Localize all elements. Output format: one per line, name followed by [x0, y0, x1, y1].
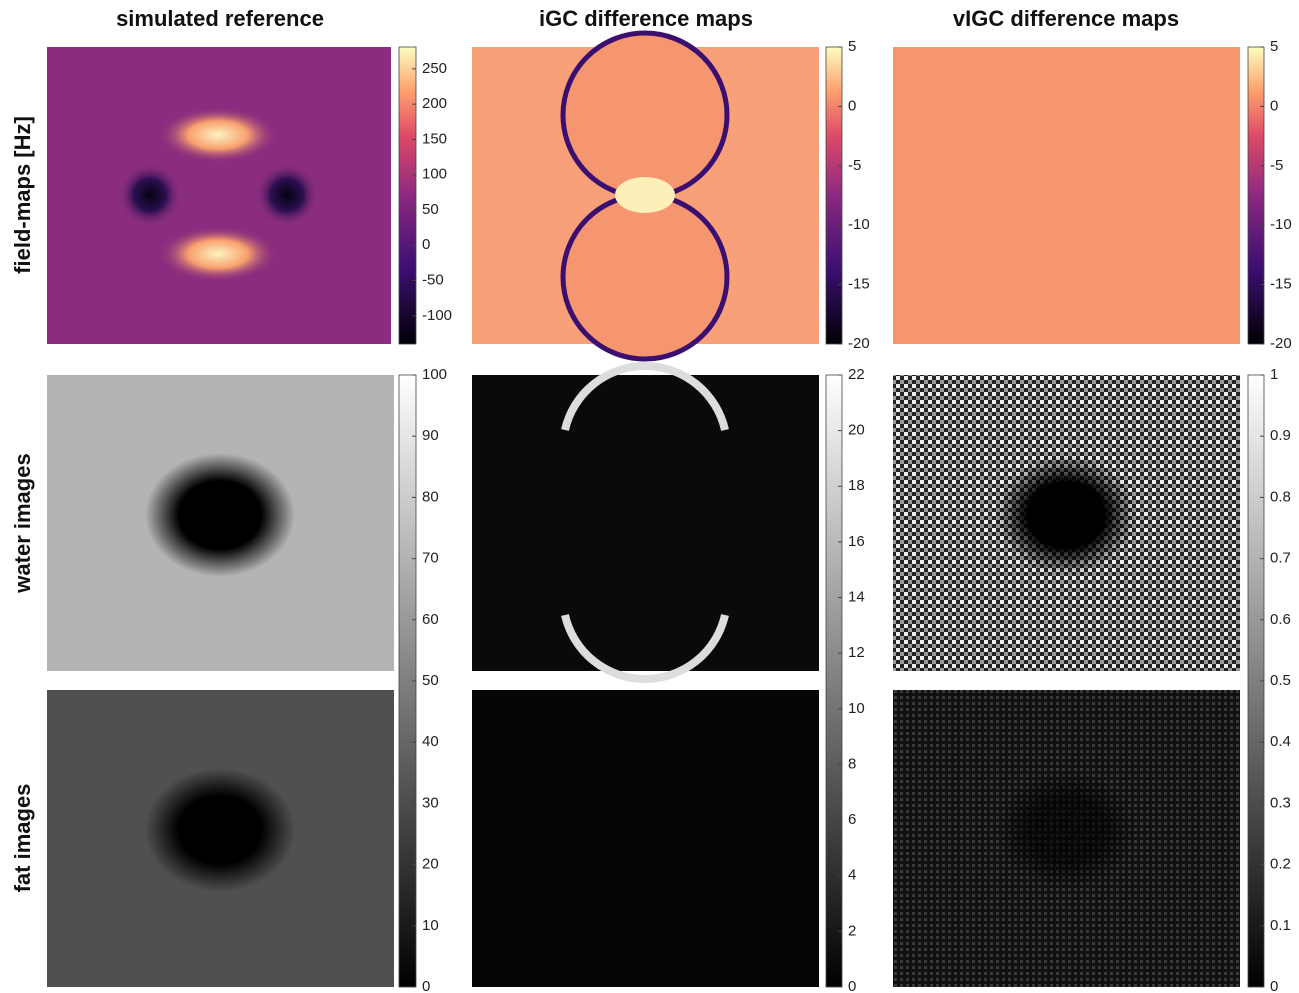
tick-label: 30 — [422, 794, 439, 811]
tick-label: 20 — [848, 422, 865, 439]
tick-label: 100 — [422, 366, 447, 383]
column-title: vIGC difference maps — [953, 6, 1179, 31]
tick-label: 5 — [1270, 38, 1278, 55]
tick-label: 0 — [422, 978, 430, 993]
tick-label: 200 — [422, 95, 447, 112]
tick-label: 0 — [1270, 978, 1278, 993]
colorbar — [399, 47, 416, 344]
tick-label: 0.5 — [1270, 672, 1291, 689]
column-title: iGC difference maps — [539, 6, 753, 31]
tick-label: 5 — [848, 38, 856, 55]
tick-label: 0.8 — [1270, 488, 1291, 505]
row-label: field-maps [Hz] — [10, 116, 35, 274]
tick-label: 6 — [848, 811, 856, 828]
colorbar — [1248, 47, 1264, 344]
image-feature — [615, 177, 675, 213]
tick-label: 0.1 — [1270, 917, 1291, 934]
tick-label: 90 — [422, 427, 439, 444]
tick-label: 0.3 — [1270, 794, 1291, 811]
image — [893, 47, 1240, 344]
tick-label: -100 — [422, 307, 452, 324]
colorbar — [826, 375, 842, 987]
tick-label: 0.4 — [1270, 733, 1291, 750]
tick-label: -20 — [848, 335, 870, 352]
panels — [47, 33, 1240, 987]
tick-label: 0 — [848, 97, 856, 114]
image-feature — [145, 768, 295, 892]
tick-label: 0.7 — [1270, 550, 1291, 567]
tick-label: 100 — [422, 166, 447, 183]
image-feature — [996, 455, 1136, 575]
tick-label: 10 — [422, 917, 439, 934]
image-feature — [145, 453, 295, 577]
image-feature — [118, 163, 182, 227]
tick-label: -10 — [1270, 216, 1292, 233]
tick-label: 18 — [848, 477, 865, 494]
tick-label: 50 — [422, 201, 439, 218]
tick-label: -15 — [1270, 276, 1292, 293]
tick-label: 1 — [1270, 366, 1278, 383]
image-feature — [996, 770, 1136, 890]
tick-label: 10 — [848, 700, 865, 717]
tick-label: 80 — [422, 488, 439, 505]
tick-label: 0.6 — [1270, 611, 1291, 628]
tick-label: 0 — [848, 978, 856, 993]
tick-label: -50 — [422, 271, 444, 288]
tick-label: 0.2 — [1270, 856, 1291, 873]
tick-label: 22 — [848, 366, 865, 383]
tick-label: 150 — [422, 130, 447, 147]
tick-label: -15 — [848, 276, 870, 293]
image-feature — [563, 195, 727, 359]
row-label: water images — [10, 453, 35, 593]
tick-label: -10 — [848, 216, 870, 233]
image-feature — [158, 107, 278, 163]
tick-label: 70 — [422, 550, 439, 567]
tick-label: 16 — [848, 533, 865, 550]
tick-label: 2 — [848, 922, 856, 939]
tick-label: 14 — [848, 589, 865, 606]
tick-label: 4 — [848, 867, 856, 884]
figure: simulated reference iGC difference maps vI… — [0, 0, 1299, 993]
image — [472, 375, 819, 671]
image-feature — [158, 226, 278, 282]
tick-label: 20 — [422, 856, 439, 873]
tick-label: 0 — [422, 236, 430, 253]
tick-label: 12 — [848, 644, 865, 661]
tick-label: -20 — [1270, 335, 1292, 352]
column-title: simulated reference — [116, 6, 324, 31]
tick-label: 40 — [422, 733, 439, 750]
tick-label: 8 — [848, 755, 856, 772]
tick-label: 0.9 — [1270, 427, 1291, 444]
image-feature — [563, 33, 727, 197]
tick-label: 250 — [422, 60, 447, 77]
row-label: fat images — [10, 784, 35, 893]
tick-label: -5 — [1270, 157, 1283, 174]
image — [472, 690, 819, 987]
tick-label: 60 — [422, 611, 439, 628]
tick-label: 50 — [422, 672, 439, 689]
tick-label: -5 — [848, 157, 861, 174]
image — [47, 47, 391, 344]
tick-label: 0 — [1270, 97, 1278, 114]
colorbar — [826, 47, 842, 344]
image-feature — [255, 163, 319, 227]
